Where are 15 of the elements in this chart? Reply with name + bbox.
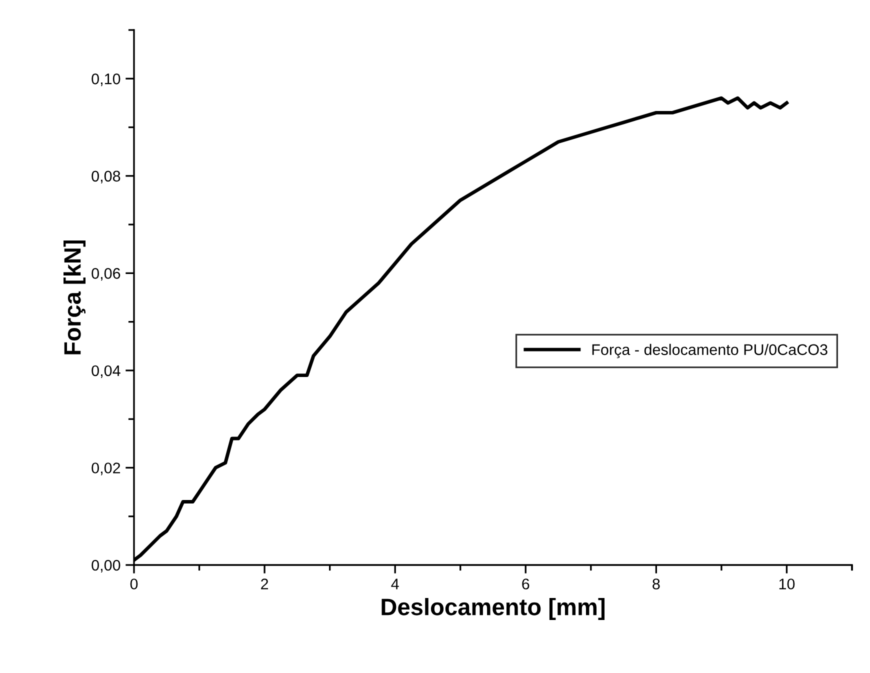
x-tick-label: 2 — [261, 578, 268, 590]
legend-label: Força - deslocamento PU/0CaCO3 — [592, 344, 828, 358]
x-tick-label: 0 — [130, 578, 138, 590]
x-tick-label: 6 — [522, 578, 530, 590]
y-tick-label: 0,04 — [92, 365, 120, 378]
x-tick-label: 10 — [779, 578, 795, 590]
y-axis-title: Força [kN] — [64, 240, 86, 354]
y-tick-label: 0,08 — [92, 170, 120, 184]
y-tick-label: 0,02 — [92, 462, 120, 476]
y-tick-label: 0,10 — [92, 74, 120, 86]
y-tick-label: 0,00 — [92, 560, 120, 572]
y-tick-label: 0,06 — [92, 268, 120, 281]
x-tick-label: 4 — [391, 578, 399, 590]
x-axis-title: Deslocamento [mm] — [382, 598, 605, 620]
x-tick-label: 8 — [652, 578, 660, 590]
